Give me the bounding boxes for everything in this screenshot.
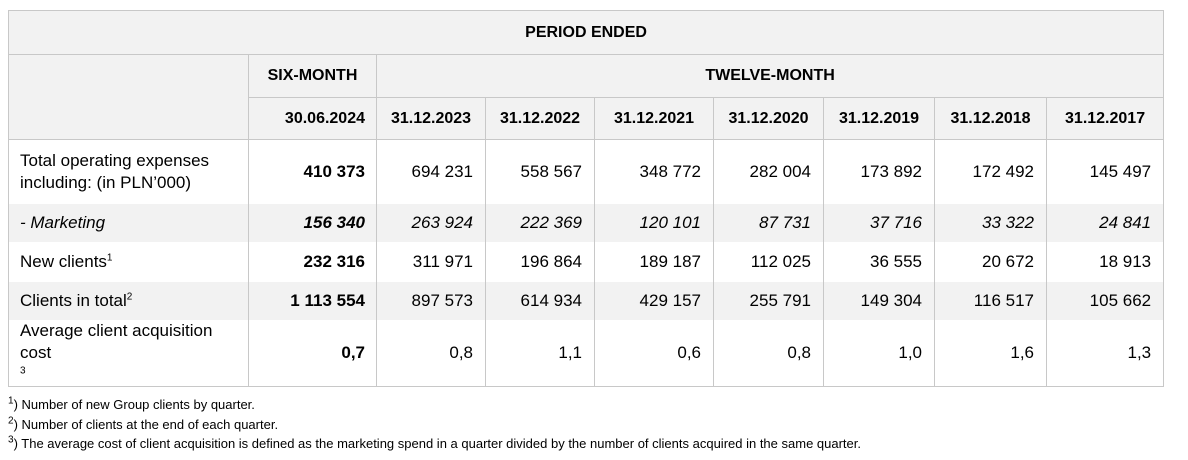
- header-empty-label-cell: [8, 54, 249, 140]
- footnote-mark: 3: [8, 434, 14, 446]
- value-cell: 558 567: [485, 139, 595, 204]
- footnote-mark: 1: [8, 395, 14, 407]
- row-label: - Marketing: [8, 204, 249, 242]
- footnote: 2) Number of clients at the end of each …: [8, 415, 279, 432]
- value-cell: 897 573: [376, 282, 486, 320]
- footnote-mark: 2: [8, 415, 14, 427]
- value-cell: 189 187: [594, 242, 714, 282]
- value-cell: 282 004: [713, 139, 824, 204]
- value-cell: 410 373: [248, 139, 377, 204]
- footnotes: 1) Number of new Group clients by quarte…: [8, 395, 1163, 454]
- date-header: 30.06.2024: [248, 97, 377, 140]
- row-label: Clients in total2: [8, 282, 249, 320]
- footnote-text: Number of new Group clients by quarter.: [17, 397, 255, 412]
- date-header: 31.12.2022: [485, 97, 595, 140]
- table-row-average-acquisition-cost: Average client acquisition cost3 0,7 0,8…: [8, 320, 1165, 387]
- date-header: 31.12.2018: [934, 97, 1047, 140]
- footnote-text: Number of clients at the end of each qua…: [17, 416, 279, 432]
- value-cell: 311 971: [376, 242, 486, 282]
- table-row-marketing: - Marketing 156 340 263 924 222 369 120 …: [8, 204, 1165, 242]
- row-label: New clients1: [8, 242, 249, 282]
- date-header: 31.12.2023: [376, 97, 486, 140]
- value-cell: 694 231: [376, 139, 486, 204]
- value-cell: 120 101: [594, 204, 714, 242]
- date-header: 31.12.2019: [823, 97, 935, 140]
- date-header: 31.12.2017: [1045, 97, 1165, 140]
- value-cell: 222 369: [485, 204, 595, 242]
- period-ended-heading: PERIOD ENDED: [7, 10, 1165, 55]
- six-month-heading: SIX-MONTH: [248, 54, 377, 98]
- value-cell: 0,8: [376, 320, 486, 387]
- table-row-clients-in-total: Clients in total2 1 113 554 897 573 614 …: [8, 282, 1165, 320]
- value-cell: 145 497: [1045, 139, 1165, 204]
- footnote-ref: 2: [126, 291, 133, 303]
- header-row-period: PERIOD ENDED: [7, 10, 1165, 55]
- table-row-total-operating-expenses: Total operating expenses including: (in …: [8, 139, 1165, 204]
- footnote-ref: 3: [20, 365, 26, 377]
- header-row-dates: 30.06.2024 31.12.2023 31.12.2022 31.12.2…: [9, 97, 1165, 140]
- value-cell: 149 304: [823, 282, 935, 320]
- value-cell: 0,6: [594, 320, 714, 387]
- value-cell: 87 731: [713, 204, 824, 242]
- date-header: 31.12.2020: [713, 97, 824, 140]
- value-cell: 156 340: [248, 204, 377, 242]
- footnote-ref: 1: [106, 252, 113, 264]
- value-cell: 24 841: [1045, 204, 1165, 242]
- value-cell: 614 934: [485, 282, 595, 320]
- footnote: 1) Number of new Group clients by quarte…: [8, 395, 255, 412]
- value-cell: 1,0: [823, 320, 935, 387]
- value-cell: 196 864: [485, 242, 595, 282]
- value-cell: 112 025: [713, 242, 824, 282]
- value-cell: 348 772: [594, 139, 714, 204]
- row-label-text: Average client acquisition cost3: [20, 321, 213, 377]
- value-cell: 1 113 554: [248, 282, 377, 320]
- value-cell: 116 517: [934, 282, 1047, 320]
- value-cell: 255 791: [713, 282, 824, 320]
- value-cell: 263 924: [376, 204, 486, 242]
- twelve-month-heading: TWELVE-MONTH: [375, 54, 1165, 98]
- value-cell: 0,8: [713, 320, 824, 387]
- value-cell: 173 892: [823, 139, 935, 204]
- client-acquisition-table: PERIOD ENDED SIX-MONTH TWELVE-MONTH 30.0…: [7, 10, 1165, 387]
- header-row-groups: SIX-MONTH TWELVE-MONTH: [8, 54, 1165, 140]
- value-cell: 429 157: [594, 282, 714, 320]
- row-label-text: New clients: [20, 252, 107, 271]
- value-cell: 37 716: [823, 204, 935, 242]
- value-cell: 1,6: [934, 320, 1047, 387]
- value-cell: 0,7: [248, 320, 377, 387]
- financial-table-document: PERIOD ENDED SIX-MONTH TWELVE-MONTH 30.0…: [7, 10, 1165, 454]
- date-header: 31.12.2021: [594, 97, 714, 140]
- value-cell: 1,3: [1045, 320, 1165, 387]
- value-cell: 172 492: [934, 139, 1047, 204]
- row-label-text: Clients in total: [20, 291, 127, 310]
- value-cell: 33 322: [934, 204, 1047, 242]
- value-cell: 20 672: [934, 242, 1047, 282]
- value-cell: 1,1: [485, 320, 595, 387]
- table-row-new-clients: New clients1 232 316 311 971 196 864 189…: [8, 242, 1165, 282]
- value-cell: 36 555: [823, 242, 935, 282]
- value-cell: 18 913: [1045, 242, 1165, 282]
- footnote-text: The average cost of client acquisition i…: [17, 436, 861, 451]
- footnote: 3) The average cost of client acquisitio…: [8, 434, 861, 451]
- value-cell: 105 662: [1045, 282, 1165, 320]
- row-label: Average client acquisition cost3: [8, 320, 249, 387]
- value-cell: 232 316: [248, 242, 377, 282]
- row-label: Total operating expenses including: (in …: [8, 139, 249, 204]
